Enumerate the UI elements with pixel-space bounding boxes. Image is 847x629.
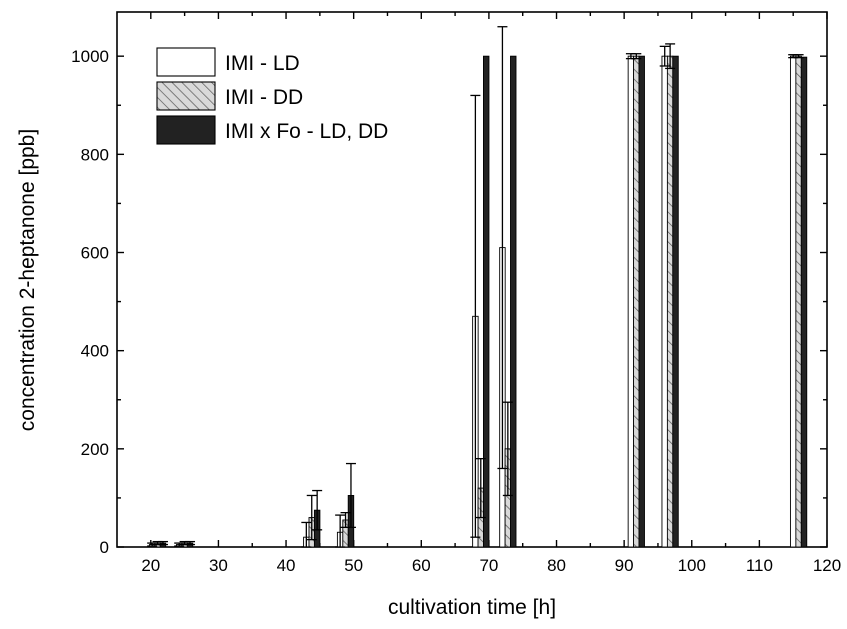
bar-series-1 [666, 55, 674, 548]
x-axis-title: cultivation time [h] [388, 596, 556, 619]
y-tick-label: 600 [81, 244, 109, 263]
bar-series-2 [638, 55, 645, 548]
bar-series-2 [483, 55, 490, 548]
x-tick-label: 110 [746, 556, 773, 575]
x-tick-label: 30 [209, 556, 228, 575]
bar-series-0 [661, 55, 668, 548]
y-tick-label: 400 [81, 342, 109, 361]
legend-label-1: IMI - DD [225, 86, 303, 109]
bar-series-2 [800, 56, 808, 548]
legend-label-2: IMI x Fo - LD, DD [225, 120, 388, 143]
x-axis: 20 30 40 50 60 70 80 90 100 110 120 [141, 12, 841, 575]
y-tick-label: 200 [81, 440, 109, 459]
bar-series-2 [510, 55, 517, 548]
error-bars [147, 26, 804, 548]
y-axis-title: concentration 2-heptanone [ppb] [16, 129, 39, 431]
x-tick-label: 40 [277, 556, 296, 575]
x-tick-label: 90 [615, 556, 634, 575]
y-tick-label: 0 [100, 538, 109, 557]
y-tick-label: 1000 [71, 47, 109, 66]
legend: IMI - LD IMI - DD IMI x Fo - LD, DD [156, 47, 388, 145]
bar-series-0 [627, 55, 635, 548]
y-tick-label: 800 [81, 145, 109, 164]
x-tick-label: 50 [344, 556, 363, 575]
bar-series-2 [672, 55, 679, 548]
legend-label-0: IMI - LD [225, 52, 300, 75]
y-axis: 0 200 400 600 800 1000 [71, 47, 827, 557]
x-tick-label: 100 [678, 556, 706, 575]
bar-series-1 [795, 55, 802, 548]
legend-swatch-2 [156, 115, 216, 145]
x-tick-label: 60 [412, 556, 431, 575]
legend-swatch-1 [156, 81, 216, 111]
bar-series-1 [633, 55, 640, 548]
x-tick-label: 80 [547, 556, 566, 575]
x-tick-label: 70 [479, 556, 498, 575]
x-tick-label: 120 [813, 556, 841, 575]
bar-series-0 [789, 55, 797, 548]
plot-frame [116, 11, 828, 548]
legend-swatch-0 [156, 47, 216, 77]
x-tick-label: 20 [141, 556, 160, 575]
